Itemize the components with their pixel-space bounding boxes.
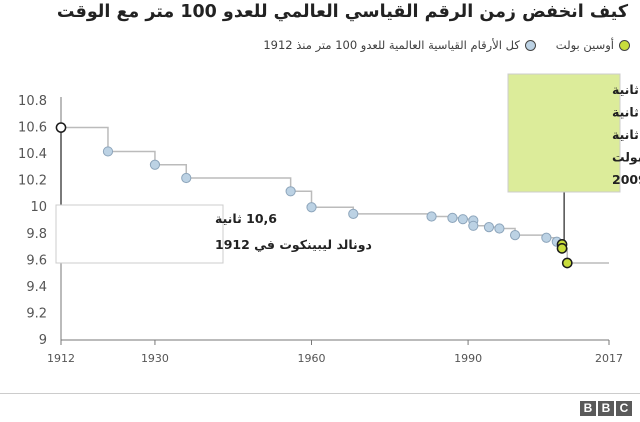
y-tick-label: 10.2	[18, 174, 47, 189]
legend-swatch-all-records	[524, 39, 536, 51]
y-tick-label: 10.8	[18, 94, 47, 109]
data-point-record	[285, 186, 296, 197]
data-point-bolt	[556, 243, 568, 254]
bbc-logo-letter-1: B	[580, 401, 596, 416]
legend: أوسين بولت كل الأرقام القياسية العالمية …	[249, 38, 630, 52]
y-tick-label: 9.4	[26, 280, 47, 295]
y-tick-label: 9	[39, 333, 47, 348]
data-point-record	[483, 222, 495, 233]
chart-title: كيف انخفض زمن الرقم القياسي العالمي للعد…	[56, 2, 628, 22]
x-tick-label: 2017	[595, 352, 623, 365]
data-point-record	[306, 202, 317, 213]
x-tick-label: 1912	[47, 352, 75, 365]
x-tick-label: 1960	[298, 352, 326, 365]
bbc-logo-letter-3: C	[616, 401, 632, 416]
data-point-record	[102, 146, 114, 157]
y-tick-label: 9.2	[26, 306, 47, 321]
annotation-text-bolt: أوسين بولت	[612, 149, 640, 165]
bbc-logo: B B C	[580, 401, 632, 416]
annotation-text-bolt: 9,72 ثانية	[612, 82, 640, 97]
data-point-record	[55, 122, 67, 133]
footer-divider	[0, 393, 640, 394]
y-tick-label: 10	[30, 200, 47, 215]
x-tick-label: 1930	[141, 352, 169, 365]
data-point-record	[468, 220, 479, 231]
data-point-record	[447, 212, 458, 223]
legend-label-bolt: أوسين بولت	[555, 38, 614, 52]
data-point-record	[348, 208, 359, 219]
annotation-box-1912	[55, 204, 224, 264]
annotation-box-bolt	[507, 73, 621, 193]
data-point-record	[457, 214, 468, 225]
legend-item-bolt: أوسين بولت	[556, 38, 630, 52]
y-tick-label: 9.8	[26, 227, 47, 242]
data-point-record	[509, 230, 521, 241]
annotation-text-bolt: 9,58 ثانية	[612, 127, 640, 142]
data-point-bolt	[561, 257, 573, 269]
data-point-record	[426, 211, 437, 222]
y-tick-label: 10.6	[18, 121, 47, 136]
annotation-text-1912: 10,6 ثانية	[215, 211, 277, 226]
annotation-text-bolt: 2008 و 2009	[612, 172, 640, 187]
data-point-record	[149, 159, 161, 170]
x-tick-label: 1990	[454, 352, 482, 365]
data-point-record	[541, 232, 552, 243]
legend-item-all-records: كل الأرقام القياسية العالمية للعدو 100 م…	[263, 38, 536, 52]
data-point-record	[494, 223, 505, 234]
legend-label-all-records: كل الأرقام القياسية العالمية للعدو 100 م…	[263, 38, 520, 52]
legend-swatch-bolt	[619, 39, 630, 51]
y-tick-label: 9.6	[26, 253, 47, 268]
y-tick-label: 10.4	[18, 147, 47, 162]
annotation-text-bolt: 9,69 ثانية	[612, 105, 640, 120]
annotation-text-1912: دونالد ليبينكوت في 1912	[215, 237, 372, 252]
data-point-record	[181, 172, 192, 184]
bbc-logo-letter-2: B	[598, 401, 614, 416]
